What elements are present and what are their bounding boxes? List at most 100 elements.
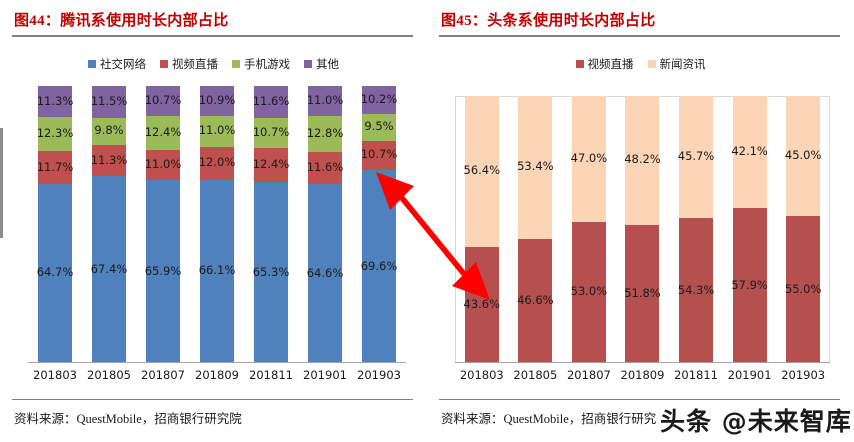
bar-segment[interactable]: 48.2%: [624, 96, 661, 225]
bar-segment-value-label: 11.6%: [252, 94, 290, 109]
bar-segment-value-label: 12.4%: [144, 124, 182, 139]
bar-segment[interactable]: 45.0%: [785, 96, 821, 217]
bar-segment[interactable]: 12.3%: [36, 117, 74, 152]
bar-segment[interactable]: 54.3%: [678, 218, 714, 363]
legend-item-1[interactable]: 社交网络: [88, 56, 146, 72]
x-axis-label: 201805: [87, 368, 131, 382]
bar-segment[interactable]: 56.4%: [463, 96, 501, 247]
figure-44-plot-area: 11.3% 12.3% 11.7% 64.7% 11.5% 9.8% 11.3% 67.4% 1…: [28, 86, 406, 363]
figure-45-legend: 视频直播 新闻资讯: [427, 56, 854, 72]
bar-segment[interactable]: 11.0%: [198, 116, 236, 147]
bar-column[interactable]: 11.5% 9.8% 11.3% 67.4%: [90, 86, 128, 363]
bar-column[interactable]: 10.7% 12.4% 11.0% 65.9%: [144, 86, 182, 363]
bar-segment[interactable]: 9.8%: [92, 117, 126, 146]
bar-segment[interactable]: 65.9%: [145, 180, 181, 363]
bar-column[interactable]: 10.2% 9.5% 10.7% 69.6%: [361, 86, 397, 363]
figure-45-x-axis-labels: 201803 201805 201807 201809 201811 201901 2019…: [455, 368, 830, 382]
bar-segment[interactable]: 64.6%: [307, 184, 343, 363]
x-axis-label: 201803: [459, 368, 504, 382]
bar-column[interactable]: 53.4% 46.6%: [517, 96, 554, 363]
bar-column[interactable]: 56.4% 43.6%: [463, 96, 501, 363]
bar-segment-value-label: 53.0%: [570, 284, 608, 299]
bar-column[interactable]: 47.0% 53.0%: [570, 96, 608, 363]
bar-segment[interactable]: 67.4%: [90, 176, 128, 363]
bar-segment[interactable]: 11.0%: [145, 150, 181, 181]
figure-45-title: 图45：头条系使用时长内部占比: [441, 13, 656, 29]
bar-segment[interactable]: 10.7%: [361, 140, 397, 171]
bar-segment-value-label: 10.7%: [144, 92, 182, 107]
bar-column[interactable]: 42.1% 57.9%: [731, 96, 768, 363]
bar-segment[interactable]: 10.7%: [144, 86, 182, 116]
bar-column[interactable]: 11.6% 10.7% 12.4% 65.3%: [252, 86, 290, 363]
bar-segment[interactable]: 11.3%: [37, 86, 73, 118]
bar-segment-value-label: 67.4%: [90, 261, 128, 276]
legend-label: 社交网络: [100, 57, 146, 71]
bar-segment[interactable]: 65.3%: [253, 182, 289, 363]
bar-segment[interactable]: 12.8%: [307, 116, 343, 152]
bar-segment[interactable]: 12.4%: [253, 147, 289, 183]
bar-segment[interactable]: 12.4%: [144, 115, 182, 150]
bar-segment[interactable]: 64.7%: [37, 183, 73, 363]
bar-segment[interactable]: 46.6%: [517, 238, 554, 363]
bar-segment-value-label: 12.3%: [36, 126, 74, 141]
bar-segment[interactable]: 10.7%: [253, 118, 289, 148]
bar-segment[interactable]: 11.6%: [252, 86, 290, 119]
legend-item-1[interactable]: 视频直播: [575, 56, 634, 72]
x-axis-label: 201901: [727, 368, 772, 382]
bar-segment[interactable]: 9.5%: [362, 114, 396, 141]
bar-segment-value-label: 11.3%: [90, 152, 128, 167]
bar-column[interactable]: 11.3% 12.3% 11.7% 64.7%: [36, 86, 74, 363]
bar-segment[interactable]: 12.0%: [199, 146, 235, 180]
x-axis-label: 201805: [513, 368, 558, 382]
bar-column[interactable]: 48.2% 51.8%: [624, 96, 661, 363]
figure-45-top-rule: [439, 35, 840, 37]
bar-segment[interactable]: 55.0%: [784, 216, 822, 363]
bar-segment[interactable]: 57.9%: [731, 208, 768, 363]
legend-item-3[interactable]: 手机游戏: [232, 56, 290, 72]
bar-segment[interactable]: 51.8%: [624, 224, 661, 363]
legend-item-4[interactable]: 其他: [304, 56, 339, 72]
bar-segment[interactable]: 10.9%: [198, 86, 236, 117]
figure-45-x-axis-line: [455, 362, 830, 363]
bar-segment-value-label: 11.7%: [36, 159, 74, 174]
bar-column[interactable]: 45.7% 54.3%: [678, 96, 714, 363]
bar-segment[interactable]: 11.0%: [306, 86, 344, 117]
legend-item-2[interactable]: 视频直播: [160, 56, 218, 72]
legend-swatch-icon: [88, 60, 96, 68]
bar-segment-value-label: 42.1%: [731, 144, 768, 159]
bar-segment[interactable]: 11.3%: [90, 145, 128, 177]
bar-segment[interactable]: 53.0%: [570, 221, 608, 363]
bar-segment[interactable]: 45.7%: [678, 96, 714, 219]
bar-segment[interactable]: 11.5%: [91, 86, 127, 118]
bar-segment-value-label: 11.0%: [306, 93, 344, 108]
bar-segment-value-label: 11.0%: [198, 123, 236, 138]
bar-segment[interactable]: 66.1%: [199, 179, 235, 363]
figure-44-source-note: 资料来源：QuestMobile，招商银行研究院: [14, 412, 242, 426]
bar-segment[interactable]: 53.4%: [517, 96, 554, 239]
bar-segment-value-label: 43.6%: [463, 296, 501, 311]
legend-item-2[interactable]: 新闻资讯: [647, 56, 706, 72]
figure-45-bottom-rule: [439, 399, 840, 400]
bar-segment[interactable]: 11.6%: [307, 151, 343, 185]
bar-segment[interactable]: 42.1%: [731, 96, 768, 209]
bar-segment-value-label: 9.8%: [94, 123, 124, 138]
bar-column[interactable]: 11.0% 12.8% 11.6% 64.6%: [306, 86, 344, 363]
bar-segment[interactable]: 47.0%: [571, 96, 607, 222]
bar-segment[interactable]: 11.7%: [36, 151, 74, 184]
figure-44-bars: 11.3% 12.3% 11.7% 64.7% 11.5% 9.8% 11.3% 67.4% 1…: [28, 86, 406, 363]
bar-segment[interactable]: 69.6%: [361, 170, 397, 363]
bar-segment[interactable]: 43.6%: [463, 246, 501, 363]
bar-column[interactable]: 10.9% 11.0% 12.0% 66.1%: [198, 86, 236, 363]
bar-column[interactable]: 45.0% 55.0%: [784, 96, 822, 363]
x-axis-label: 201901: [303, 368, 347, 382]
bar-segment-value-label: 55.0%: [784, 281, 822, 296]
bar-segment-value-label: 56.4%: [463, 163, 501, 178]
legend-label: 其他: [316, 57, 339, 71]
bar-segment-value-label: 46.6%: [517, 292, 554, 307]
bar-segment[interactable]: 10.2%: [361, 86, 397, 115]
figure-44-legend: 社交网络 视频直播 手机游戏 其他: [0, 56, 427, 72]
legend-swatch-icon: [232, 60, 240, 68]
bar-segment-value-label: 10.9%: [198, 93, 236, 108]
cropped-edge-fragment: [0, 128, 3, 238]
